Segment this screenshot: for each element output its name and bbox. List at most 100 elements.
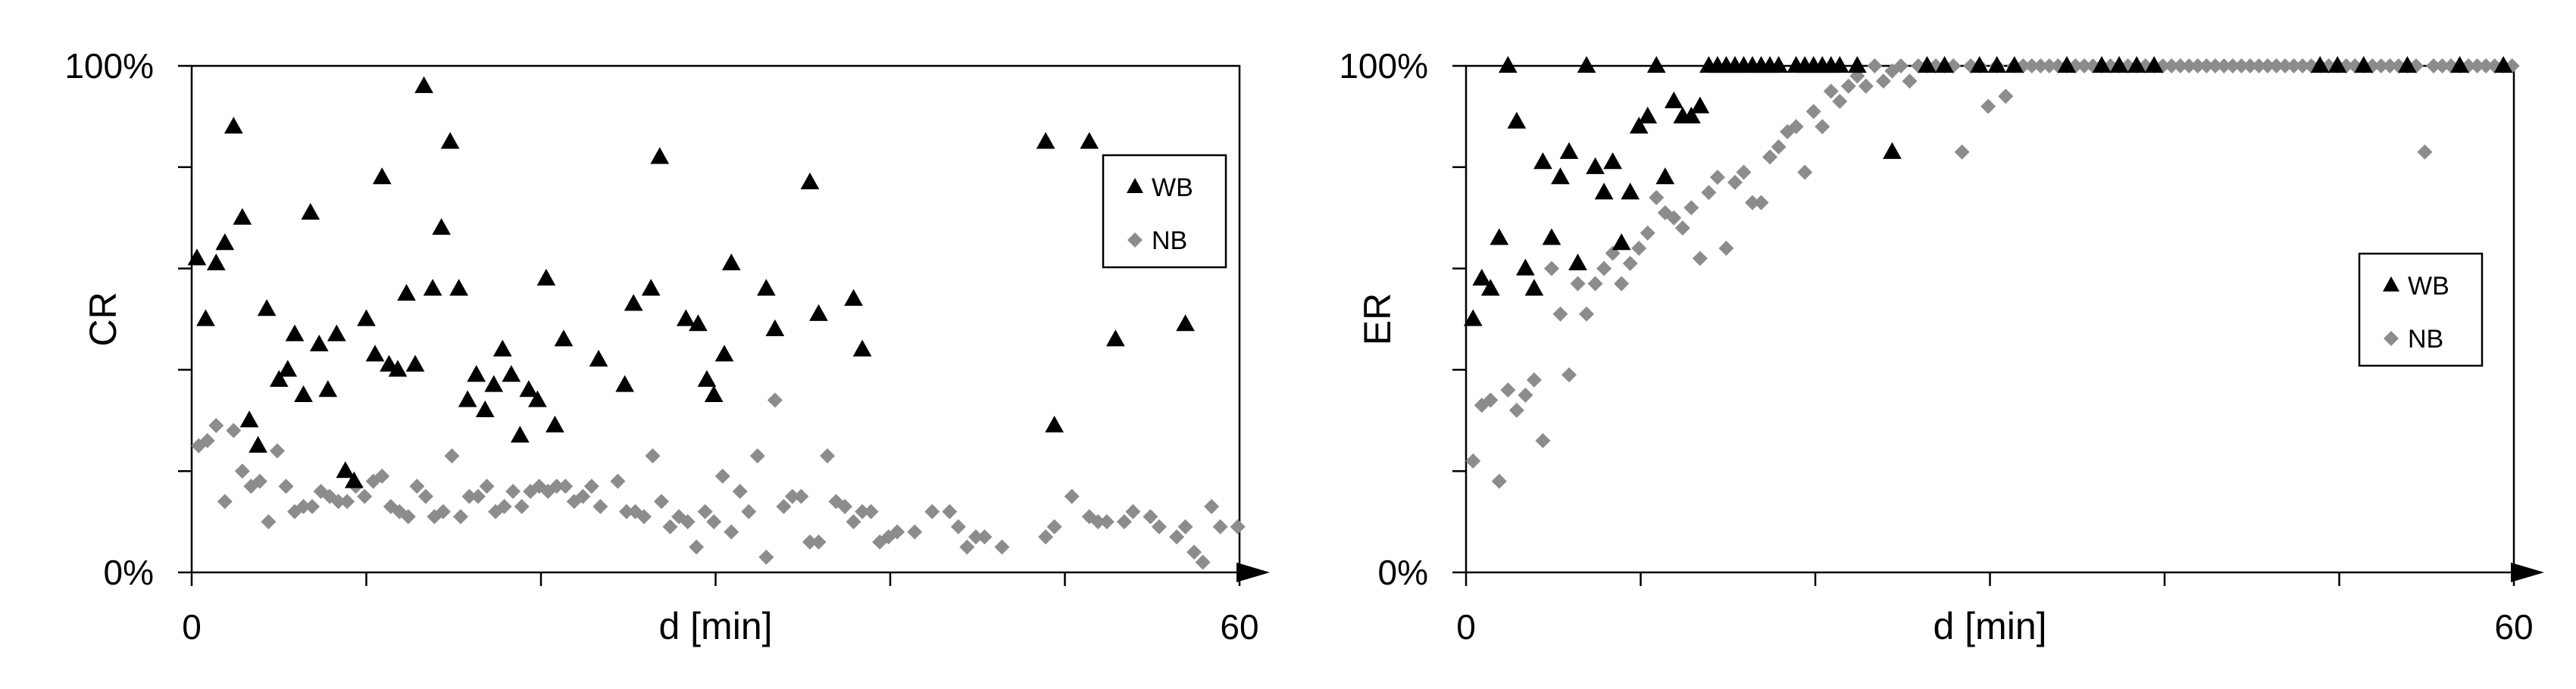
data-point-wb xyxy=(365,344,385,362)
y-tick-label: 100% xyxy=(64,46,154,86)
data-point-wb xyxy=(1045,415,1064,433)
data-point-nb xyxy=(575,488,591,504)
data-point-nb xyxy=(1867,58,1883,73)
data-point-nb xyxy=(400,509,416,525)
data-point-nb xyxy=(2434,58,2450,73)
data-point-wb xyxy=(650,147,670,164)
data-point-wb xyxy=(492,339,512,357)
data-point-wb xyxy=(536,268,556,286)
data-point-nb xyxy=(1709,170,1725,186)
data-point-wb xyxy=(704,385,724,402)
data-point-nb xyxy=(1788,119,1804,135)
data-point-nb xyxy=(1046,519,1062,535)
data-point-wb xyxy=(423,279,442,296)
data-point-nb xyxy=(2234,58,2249,73)
data-point-nb xyxy=(252,473,267,489)
data-point-wb xyxy=(345,471,364,488)
data-point-nb xyxy=(767,392,783,408)
data-point-wb xyxy=(414,76,433,93)
data-point-wb xyxy=(1664,91,1683,108)
data-point-nb xyxy=(645,448,661,464)
data-point-wb xyxy=(309,334,329,352)
y-tick-label: 100% xyxy=(1339,46,1428,86)
series-wb xyxy=(1463,56,2513,326)
data-point-nb xyxy=(2190,58,2206,73)
data-point-nb xyxy=(2041,58,2057,73)
legend: WB NB xyxy=(2358,252,2484,367)
data-point-nb xyxy=(2469,58,2485,73)
data-point-nb xyxy=(2251,58,2267,73)
data-point-nb xyxy=(1893,58,1909,73)
data-point-nb xyxy=(1745,195,1761,210)
data-point-wb xyxy=(484,375,504,392)
data-point-nb xyxy=(1805,104,1821,120)
data-point-nb xyxy=(558,479,574,494)
data-point-nb xyxy=(2242,58,2258,73)
data-point-nb xyxy=(2295,58,2311,73)
data-point-wb xyxy=(1612,233,1631,251)
data-point-nb xyxy=(950,519,966,535)
data-point-wb xyxy=(1621,182,1640,200)
data-point-wb xyxy=(388,360,408,377)
data-point-nb xyxy=(452,509,468,525)
data-point-nb xyxy=(697,504,713,519)
data-point-wb xyxy=(2144,56,2164,73)
data-point-nb xyxy=(2033,58,2049,73)
data-point-wb xyxy=(278,360,298,377)
data-point-wb xyxy=(1970,56,1990,73)
data-point-nb xyxy=(846,514,861,530)
data-point-wb xyxy=(1472,268,1492,286)
data-point-wb xyxy=(852,339,872,357)
legend-marker-nb xyxy=(1127,232,1143,248)
legend-marker-wb xyxy=(1127,178,1143,193)
data-point-nb xyxy=(654,494,670,510)
data-point-wb xyxy=(215,233,235,251)
data-point-nb xyxy=(1666,210,1682,226)
data-point-nb xyxy=(1143,509,1158,525)
data-point-wb xyxy=(1490,228,1509,245)
data-point-nb xyxy=(1526,372,1542,388)
legend-label: WB xyxy=(2408,272,2449,301)
data-point-wb xyxy=(1690,96,1710,114)
data-point-nb xyxy=(863,504,879,519)
data-point-nb xyxy=(330,494,346,510)
data-point-wb xyxy=(844,288,863,306)
data-point-wb xyxy=(1551,167,1570,185)
data-point-wb xyxy=(301,203,320,220)
data-point-wb xyxy=(1516,258,1535,276)
data-point-wb xyxy=(528,390,547,407)
data-point-wb xyxy=(2450,56,2469,73)
data-point-nb xyxy=(741,504,757,519)
data-point-nb xyxy=(2224,58,2240,73)
x-tick-label: 60 xyxy=(2494,607,2533,647)
data-point-nb xyxy=(496,499,512,515)
data-point-wb xyxy=(1105,329,1125,347)
data-point-wb xyxy=(1594,182,1614,200)
data-point-nb xyxy=(1064,488,1080,504)
data-point-nb xyxy=(1543,260,1559,276)
data-point-wb xyxy=(714,344,734,362)
data-point-nb xyxy=(1683,200,1699,216)
data-point-wb xyxy=(1830,56,1849,73)
data-point-wb xyxy=(809,304,828,321)
data-point-nb xyxy=(1177,519,1193,535)
data-point-wb xyxy=(697,369,717,387)
data-point-nb xyxy=(924,504,940,519)
data-point-wb xyxy=(2005,56,2024,73)
data-point-wb xyxy=(756,279,776,296)
data-point-nb xyxy=(758,549,774,565)
data-point-nb xyxy=(1902,73,1918,89)
data-point-wb xyxy=(467,365,486,382)
data-point-wb xyxy=(1542,228,1562,245)
data-point-nb xyxy=(680,514,696,530)
chart-panel-cr: 0% 100% 0 60 d [min] CR WB NB xyxy=(64,46,1270,647)
data-point-nb xyxy=(662,519,678,535)
data-point-wb xyxy=(2493,56,2513,73)
data-point-nb xyxy=(855,504,871,519)
data-point-wb xyxy=(615,375,634,392)
data-point-nb xyxy=(1840,78,1856,94)
data-point-nb xyxy=(2382,58,2398,73)
series-nb xyxy=(191,392,1246,570)
data-point-wb xyxy=(187,248,207,266)
